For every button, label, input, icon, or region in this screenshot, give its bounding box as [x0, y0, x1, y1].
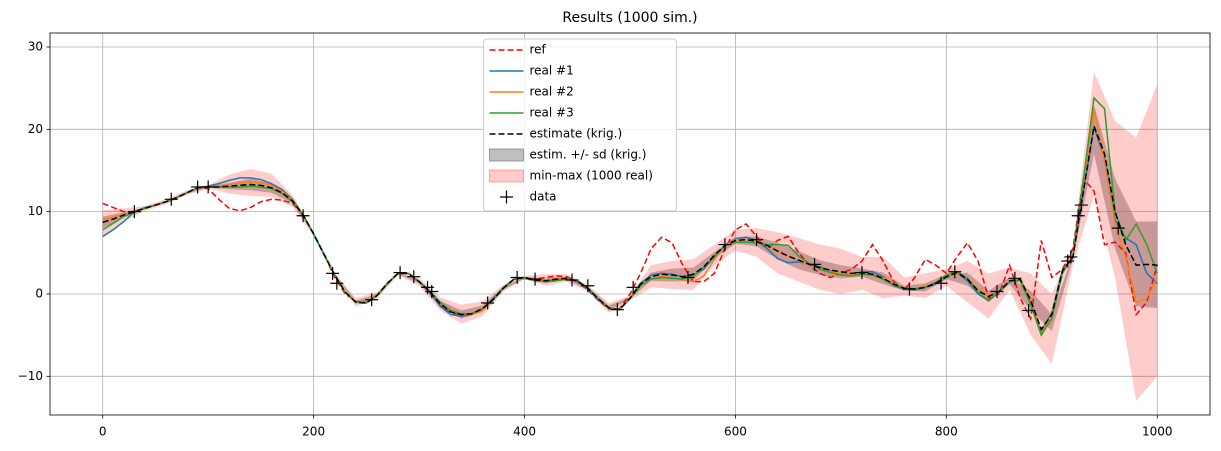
data-point [510, 271, 524, 285]
series-line [102, 123, 1158, 331]
y-tick-label: 10 [28, 204, 43, 218]
data-point [626, 280, 640, 294]
data-point [326, 266, 340, 280]
legend-handle [489, 148, 524, 162]
data-point [164, 192, 178, 206]
axes-frame [49, 32, 1211, 416]
legend: ref real #1 real #2 real #3 estimate (krig.)… [483, 38, 677, 212]
x-tick-label: 0 [99, 425, 107, 439]
data-point [393, 266, 407, 280]
data-point [610, 303, 624, 317]
chart-title: Results (1000 sim.) [562, 10, 697, 26]
legend-label: estim. +/- sd (krig.) [530, 148, 647, 162]
series-line [102, 176, 1158, 322]
data-point [1064, 250, 1078, 264]
x-tick-label: 600 [724, 425, 747, 439]
data-point [1074, 198, 1088, 212]
legend-label: real #1 [530, 64, 574, 78]
data-point [481, 296, 495, 310]
legend-box [483, 38, 677, 212]
y-tick-label: 20 [28, 122, 43, 136]
legend-label: data [530, 190, 557, 204]
data-point [855, 266, 869, 280]
data-point [365, 293, 379, 307]
legend-label: real #2 [530, 85, 574, 99]
legend-handle [500, 190, 513, 204]
x-tick-label: 800 [935, 425, 958, 439]
plot-area [102, 71, 1158, 402]
data-point [1008, 271, 1022, 285]
y-tick-label: −10 [18, 369, 43, 383]
data-point [425, 285, 439, 299]
y-tick-label: 0 [35, 286, 43, 300]
data-point [330, 276, 344, 290]
legend-label: estimate (krig.) [530, 127, 623, 141]
x-tick-label: 1000 [1142, 425, 1173, 439]
data-point [902, 282, 916, 296]
data-point [990, 285, 1004, 299]
data-point [1022, 303, 1036, 317]
data-point [201, 180, 215, 194]
data-point [127, 205, 141, 219]
data-point [407, 270, 421, 284]
data-point [750, 233, 764, 247]
data-point [581, 279, 595, 293]
y-tick-label: 30 [28, 39, 43, 53]
data-point [934, 276, 948, 290]
x-tick-label: 200 [302, 425, 325, 439]
data-point [1111, 221, 1125, 235]
legend-handle [489, 169, 524, 183]
legend-label: ref [530, 43, 547, 57]
data-point [565, 273, 579, 287]
data-point [1071, 209, 1085, 223]
legend-label: real #3 [530, 106, 574, 120]
data-point [528, 272, 542, 286]
data-point [296, 209, 310, 223]
data-point [718, 238, 732, 252]
x-tick-label: 400 [513, 425, 536, 439]
data-point [808, 257, 822, 271]
legend-label: min-max (1000 real) [530, 169, 653, 183]
data-point [681, 271, 695, 285]
data-point [948, 265, 962, 279]
